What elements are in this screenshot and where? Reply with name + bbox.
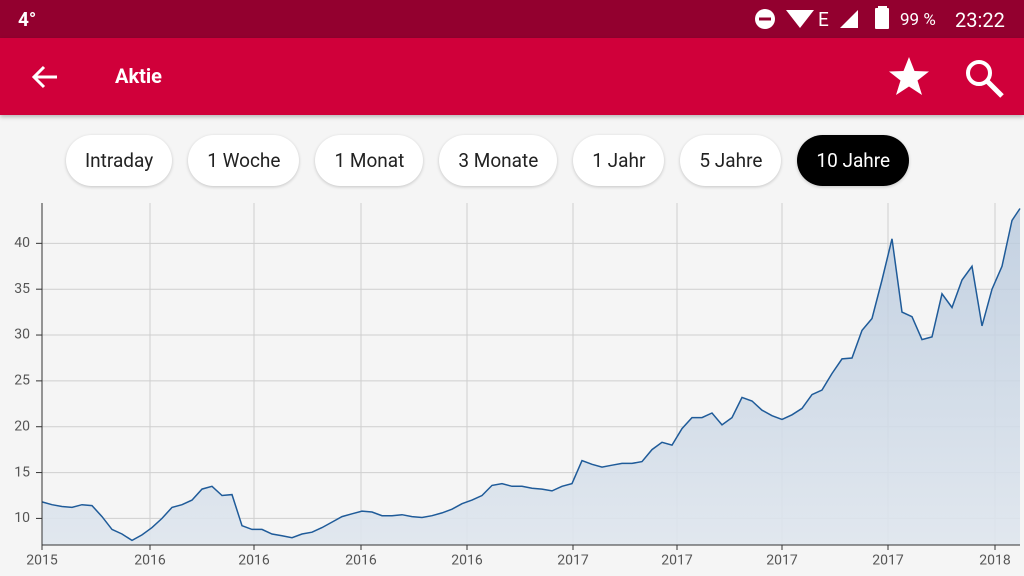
range-selector: Intraday 1 Woche 1 Monat 3 Monate 1 Jahr 5 Ja…	[66, 135, 910, 186]
y-tick-label: 25	[14, 373, 30, 389]
status-icons	[755, 9, 858, 29]
battery-level: 99 %	[900, 10, 936, 30]
y-tick-label: 15	[14, 464, 30, 480]
y-tick-label: 10	[14, 510, 30, 526]
clock: 23:22	[955, 8, 1005, 32]
y-tick-label: 40	[14, 235, 30, 251]
x-tick-label: 2016	[345, 553, 377, 569]
range-button[interactable]: 1 Woche	[188, 135, 300, 186]
screen-title: Aktie	[115, 64, 162, 88]
range-button[interactable]: Intraday	[66, 135, 173, 186]
temperature: 4°	[18, 8, 37, 31]
network-type: E	[818, 8, 829, 31]
x-tick-label: 2016	[451, 553, 483, 569]
favorite-button[interactable]	[887, 55, 931, 99]
x-tick-label: 2017	[872, 553, 904, 569]
back-button[interactable]	[30, 62, 60, 92]
y-tick-label: 30	[14, 327, 30, 343]
range-button[interactable]: 1 Jahr	[573, 135, 665, 186]
range-button[interactable]: 3 Monate	[439, 135, 558, 186]
area	[42, 208, 1020, 545]
y-tick-label: 35	[14, 281, 30, 297]
toolbar: Aktie	[0, 38, 1024, 115]
x-tick-label: 2016	[134, 553, 166, 569]
status-bar: 4° E 99 % 23:22	[0, 0, 1024, 38]
x-tick-label: 2018	[979, 553, 1011, 569]
price-line	[41, 208, 1021, 542]
range-button[interactable]: 1 Monat	[315, 135, 424, 186]
range-button[interactable]: 10 Jahre	[797, 135, 910, 186]
range-button[interactable]: 5 Jahre	[680, 135, 782, 186]
x-tick-label: 2015	[26, 553, 58, 569]
x-tick-label: 2017	[661, 553, 693, 569]
y-tick-label: 20	[14, 418, 30, 434]
search-button[interactable]	[962, 56, 1006, 100]
x-tick-label: 2017	[557, 553, 589, 569]
x-tick-label: 2016	[238, 553, 270, 569]
x-tick-label: 2017	[766, 553, 798, 569]
battery-icon	[875, 6, 889, 29]
